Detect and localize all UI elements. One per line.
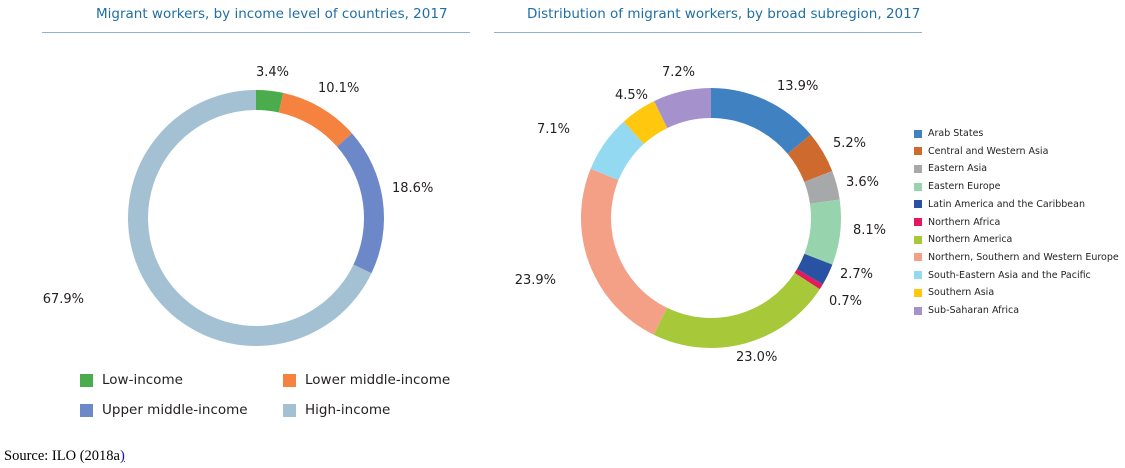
legend-label: Arab States — [928, 128, 984, 139]
legend-item-southern-asia: Southern Asia — [914, 287, 994, 298]
legend-item-northern-america: Northern America — [914, 234, 1012, 245]
right-title-underline — [494, 32, 922, 33]
data-label-upper-middle-income: 18.6% — [392, 181, 433, 196]
source-text: Source: ILO (2018a — [4, 448, 120, 464]
legend-label: High-income — [305, 402, 391, 418]
data-label-southern-asia: 4.5% — [615, 88, 648, 103]
legend-item-eastern-asia: Eastern Asia — [914, 163, 987, 174]
data-label-sub-saharan-africa: 7.2% — [662, 65, 695, 80]
legend-label: Southern Asia — [928, 287, 995, 299]
data-label-latin-america-and-the-caribbean: 2.7% — [840, 267, 873, 282]
slice-eastern-asia — [804, 171, 840, 204]
legend-swatch — [914, 235, 922, 244]
slice-south-eastern-asia-and-the-pacific — [590, 121, 644, 181]
legend-swatch — [914, 271, 922, 280]
slice-northern-africa — [794, 269, 823, 290]
data-label-central-and-western-asia: 5.2% — [833, 136, 866, 151]
slice-northern-southern-and-western-europe — [581, 168, 667, 335]
slice-sub-saharan-africa — [654, 88, 711, 129]
data-label-northern-america: 23.0% — [736, 350, 777, 365]
legend-item-lower-middle-income: Lower middle-income — [283, 372, 450, 388]
slice-latin-america-and-the-caribbean — [796, 253, 833, 285]
legend-swatch — [914, 129, 922, 138]
legend-label: Lower middle-income — [305, 372, 451, 388]
slice-central-and-western-asia — [787, 134, 833, 182]
source-note: Source: ILO (2018a) — [4, 448, 125, 465]
legend-label: Northern, Southern and Western Europe — [928, 251, 1119, 263]
legend-swatch — [914, 306, 922, 315]
slice-arab-states — [711, 88, 811, 154]
left-title-underline — [42, 32, 470, 33]
legend-item-eastern-europe: Eastern Europe — [914, 181, 1001, 192]
legend-label: Sub-Saharan Africa — [928, 305, 1020, 316]
legend-item-south-eastern-asia-and-the-pacific: South-Eastern Asia and the Pacific — [914, 270, 1091, 281]
legend-item-upper-middle-income: Upper middle-income — [80, 402, 248, 418]
legend-label: South-Eastern Asia and the Pacific — [928, 269, 1091, 281]
legend-label: Upper middle-income — [102, 402, 248, 418]
data-label-arab-states: 13.9% — [777, 79, 818, 94]
data-label-eastern-asia: 3.6% — [846, 175, 879, 190]
legend-item-low-income: Low-income — [80, 372, 183, 388]
legend-label: Latin America and the Caribbean — [928, 198, 1085, 210]
legend-item-northern-southern-and-western-europe: Northern, Southern and Western Europe — [914, 252, 1119, 263]
legend-item-central-and-western-asia: Central and Western Asia — [914, 146, 1048, 157]
slice-southern-asia — [623, 101, 668, 144]
legend-label: Eastern Europe — [928, 181, 1001, 193]
legend-item-northern-africa: Northern Africa — [914, 217, 1000, 228]
legend-label: Central and Western Asia — [928, 145, 1049, 157]
data-label-lower-middle-income: 10.1% — [318, 81, 359, 96]
legend-label: Low-income — [102, 372, 183, 388]
legend-swatch — [80, 373, 93, 387]
data-label-northern-southern-and-western-europe: 23.9% — [515, 273, 556, 288]
legend-label: Northern Africa — [928, 216, 1001, 228]
legend-swatch — [283, 373, 296, 387]
legend-swatch — [914, 164, 922, 173]
right-chart-title: Distribution of migrant workers, by broa… — [527, 6, 921, 22]
legend-swatch — [914, 288, 922, 297]
legend-label: Eastern Asia — [928, 163, 988, 175]
legend-swatch — [80, 403, 93, 417]
data-label-south-eastern-asia-and-the-pacific: 7.1% — [537, 122, 570, 137]
legend-label: Northern America — [928, 234, 1013, 246]
data-label-northern-africa: 0.7% — [829, 294, 862, 309]
legend-item-arab-states: Arab States — [914, 128, 983, 139]
slice-eastern-europe — [804, 199, 841, 265]
left-chart-title: Migrant workers, by income level of coun… — [96, 6, 448, 22]
legend-item-latin-america-and-the-caribbean: Latin America and the Caribbean — [914, 199, 1085, 210]
data-label-eastern-europe: 8.1% — [853, 223, 886, 238]
legend-swatch — [914, 200, 922, 209]
slice-low-income — [256, 90, 284, 113]
legend-swatch — [283, 403, 296, 417]
legend-item-sub-saharan-africa: Sub-Saharan Africa — [914, 305, 1019, 316]
source-link[interactable]: ) — [119, 448, 125, 464]
slice-upper-middle-income — [337, 133, 384, 274]
slice-lower-middle-income — [278, 92, 353, 147]
data-label-high-income: 67.9% — [43, 292, 84, 307]
legend-swatch — [914, 218, 922, 226]
legend-swatch — [914, 253, 922, 262]
legend-swatch — [914, 182, 922, 191]
data-label-low-income: 3.4% — [256, 65, 289, 80]
legend-item-high-income: High-income — [283, 402, 390, 418]
legend-swatch — [914, 147, 922, 156]
slice-northern-america — [653, 272, 820, 348]
